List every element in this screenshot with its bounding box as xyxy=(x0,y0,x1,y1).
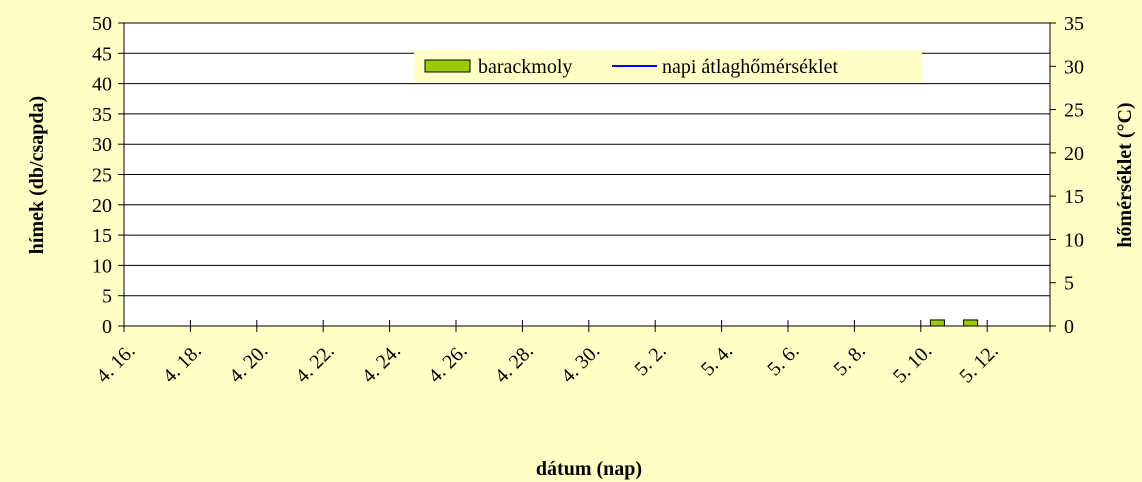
x-ticks: 4. 16. 4. 18. 4. 20. 4. 22. 4. 24. 4. 26. 4. 2… xyxy=(92,320,1051,387)
x-tick-label: 4. 28. xyxy=(491,340,538,387)
left-y-tick-label: 25 xyxy=(92,165,112,187)
x-tick-label: 5. 4. xyxy=(697,340,737,380)
right-y-tick-label: 5 xyxy=(1064,273,1074,295)
left-y-tick-label: 35 xyxy=(92,104,112,126)
right-y-tick-label: 10 xyxy=(1064,229,1084,251)
left-y-tick-label: 45 xyxy=(92,43,112,65)
right-y-tick-label: 20 xyxy=(1064,143,1084,165)
x-tick-label: 4. 24. xyxy=(358,340,405,387)
left-y-tick-label: 50 xyxy=(92,13,112,35)
x-tick-label: 5. 8. xyxy=(830,340,870,380)
left-y-tick-label: 15 xyxy=(92,225,112,247)
left-y-tick-label: 40 xyxy=(92,74,112,96)
legend-swatch-barackmoly xyxy=(424,59,471,73)
left-y-tick-label: 0 xyxy=(102,316,112,338)
y-axis-title: hímek (db/csapda) xyxy=(26,96,48,254)
left-y-ticks: 0 5 10 15 20 25 30 35 40 45 50 xyxy=(92,13,124,338)
y2-axis-title: hőmérséklet (°C) xyxy=(1114,102,1136,247)
x-tick-label: 5. 6. xyxy=(763,340,803,380)
x-tick-label: 4. 22. xyxy=(291,340,338,387)
right-y-tick-label: 30 xyxy=(1064,56,1084,78)
x-tick-label: 5. 10. xyxy=(889,340,936,387)
x-tick-label: 5. 12. xyxy=(955,340,1002,387)
right-y-tick-label: 35 xyxy=(1064,13,1084,35)
legend-box xyxy=(414,50,922,82)
x-tick-label: 5. 2. xyxy=(630,340,670,380)
right-y-tick-label: 0 xyxy=(1064,316,1074,338)
legend: barackmoly napi átlaghőmérséklet xyxy=(414,50,922,82)
x-tick-label: 4. 26. xyxy=(424,340,471,387)
x-axis-title: dátum (nap) xyxy=(536,458,642,480)
x-tick-label: 4. 30. xyxy=(557,340,604,387)
left-y-tick-label: 10 xyxy=(92,255,112,277)
bar-barackmoly xyxy=(929,319,945,327)
right-y-tick-label: 15 xyxy=(1064,186,1084,208)
x-tick-label: 4. 18. xyxy=(159,340,206,387)
left-y-tick-label: 30 xyxy=(92,134,112,156)
left-y-tick-label: 20 xyxy=(92,195,112,217)
right-y-tick-label: 25 xyxy=(1064,100,1084,122)
x-tick-label: 4. 16. xyxy=(92,340,139,387)
legend-label-temperature: napi átlaghőmérséklet xyxy=(662,56,838,78)
x-tick-label: 4. 20. xyxy=(225,340,272,387)
legend-label-barackmoly: barackmoly xyxy=(478,56,572,78)
bar-barackmoly xyxy=(963,319,979,327)
right-y-ticks: 0 5 10 15 20 25 30 35 xyxy=(1050,13,1084,338)
left-y-tick-label: 5 xyxy=(102,286,112,308)
